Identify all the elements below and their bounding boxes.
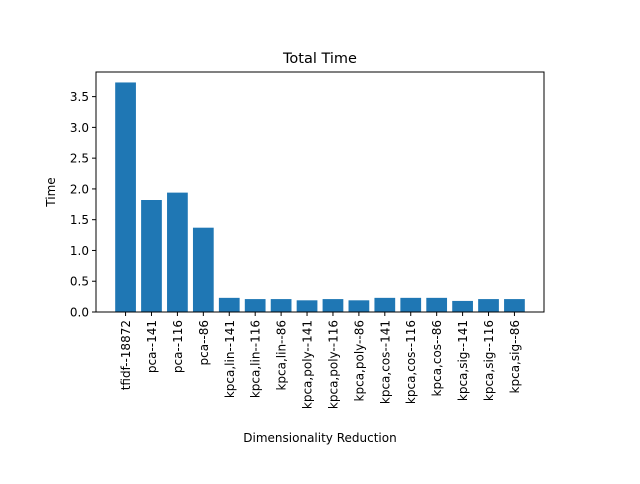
bar-kpca-poly-116 — [322, 299, 344, 312]
plot-frame — [95, 71, 545, 313]
y-tick-label: 2.0 — [70, 182, 89, 196]
bar-kpca-cos-86 — [426, 297, 448, 312]
x-tick-label: kpca,cos--86 — [430, 320, 444, 396]
y-tick-label: 1.0 — [70, 244, 89, 258]
bar-kpca-sig-141 — [452, 300, 473, 312]
x-tick-label: kpca,lin--116 — [249, 320, 263, 398]
x-tick-label: kpca,sig--86 — [508, 320, 522, 393]
y-tick-label: 3.0 — [70, 121, 89, 135]
x-tick-label: pca--116 — [171, 320, 185, 373]
bar-kpca-sig-86 — [504, 299, 525, 312]
y-axis-label: Time — [44, 177, 58, 207]
y-tick-label: 0.0 — [70, 306, 89, 320]
x-tick-label: kpca,lin--141 — [223, 320, 237, 398]
bar-kpca-cos-141 — [374, 297, 396, 312]
x-tick-label: kpca,poly--86 — [352, 320, 366, 401]
bar-kpca-poly-141 — [296, 300, 318, 312]
x-tick-label: kpca,cos--141 — [378, 320, 392, 404]
x-tick-label: kpca,sig--141 — [456, 320, 470, 401]
y-tick-label: 2.5 — [70, 152, 89, 166]
bar-pca-86 — [192, 227, 214, 312]
y-axis: 0.0 0.5 1.0 1.5 2.0 2.5 3.0 3.5 — [70, 90, 96, 320]
y-tick-label: 3.5 — [70, 90, 89, 104]
bar-tfidf-18872 — [115, 82, 136, 313]
bar-kpca-lin-141 — [218, 297, 240, 312]
bar-kpca-cos-116 — [400, 297, 422, 312]
x-axis-label: Dimensionality Reduction — [243, 431, 396, 445]
bars-layer — [115, 82, 525, 313]
bar-kpca-poly-86 — [348, 300, 370, 312]
x-tick-label: tfidf--18872 — [119, 320, 133, 390]
x-tick-label: kpca,poly--116 — [326, 320, 340, 409]
x-tick-label: kpca,cos--116 — [404, 320, 418, 404]
x-tick-label: kpca,sig--116 — [482, 320, 496, 401]
y-tick-label: 1.5 — [70, 213, 89, 227]
x-tick-label: pca--141 — [145, 320, 159, 373]
bar-pca-116 — [167, 192, 188, 312]
bar-kpca-sig-116 — [478, 299, 499, 312]
bar-kpca-lin-116 — [244, 299, 266, 312]
x-tick-label: kpca,lin--86 — [275, 320, 289, 391]
bar-kpca-lin-86 — [270, 299, 292, 312]
x-axis: tfidf--18872 pca--141 pca--116 pca--86 kpca,… — [119, 312, 522, 409]
bar-pca-141 — [141, 200, 162, 312]
chart-title: Total Time — [282, 51, 357, 67]
x-tick-label: pca--86 — [197, 320, 211, 366]
y-tick-label: 0.5 — [70, 275, 89, 289]
x-tick-label: kpca,poly--141 — [301, 320, 315, 409]
